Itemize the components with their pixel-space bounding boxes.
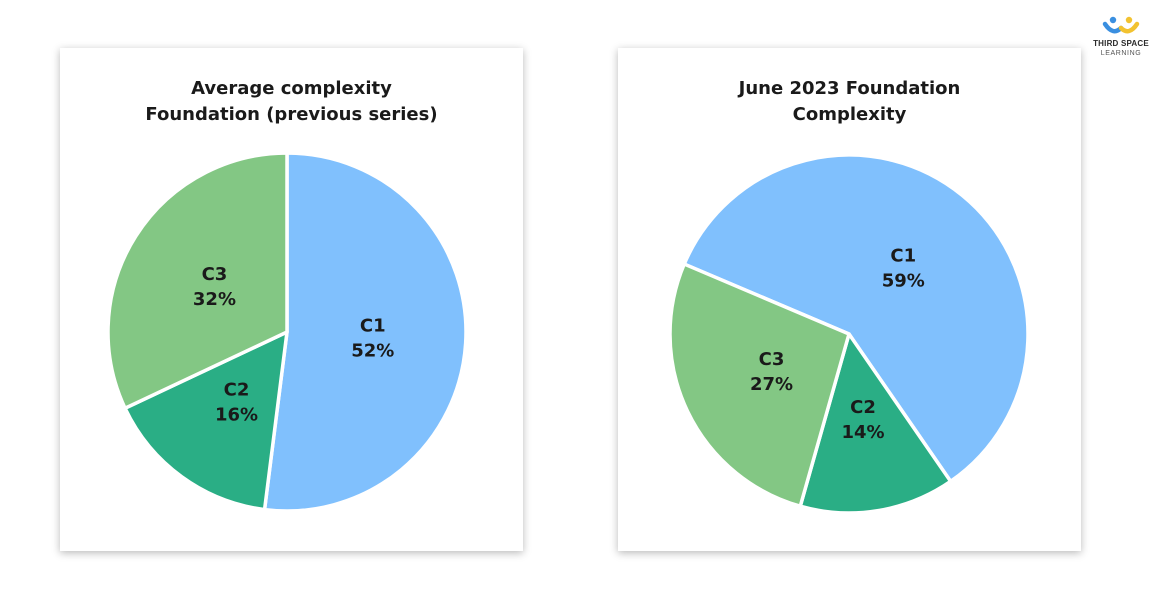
slice-name-label: C3 — [202, 264, 228, 285]
logo-text-line-2: LEARNING — [1100, 50, 1142, 57]
chart-title-line-1: June 2023 Foundation — [738, 78, 961, 99]
chart-title-line-1: Average complexity — [191, 78, 392, 99]
slice-name-label: C2 — [850, 397, 876, 418]
smiley-logo-icon — [1102, 16, 1140, 34]
slice-name-label: C2 — [224, 380, 250, 401]
pie-slice-c3 — [668, 262, 851, 508]
slice-name-label: C3 — [759, 349, 785, 370]
chart-title: June 2023 Foundation Complexity — [618, 76, 1081, 128]
pie-chart: C1 59% C2 14% C3 27% — [668, 153, 1030, 515]
pie-slice-c2 — [123, 330, 289, 512]
chart-title-line-2: Complexity — [792, 104, 907, 125]
slice-percent-label: 59% — [882, 270, 925, 291]
chart-card-left: Average complexity Foundation (previous … — [60, 48, 523, 551]
third-space-learning-logo: THIRD SPACE LEARNING — [1090, 14, 1152, 66]
slice-percent-label: 16% — [215, 405, 258, 426]
chart-card-right: June 2023 Foundation Complexity C1 59% C2 1… — [618, 48, 1081, 551]
pie-slice-c1 — [262, 151, 468, 513]
slice-percent-label: 14% — [841, 422, 884, 443]
chart-title: Average complexity Foundation (previous … — [60, 76, 523, 128]
chart-title-line-2: Foundation (previous series) — [145, 104, 438, 125]
pie-chart: C1 52% C2 16% C3 32% — [106, 151, 468, 513]
slice-name-label: C1 — [890, 245, 916, 266]
slice-percent-label: 27% — [750, 374, 793, 395]
slice-percent-label: 52% — [351, 340, 394, 361]
slice-percent-label: 32% — [193, 289, 236, 310]
slice-name-label: C1 — [360, 315, 386, 336]
pie-slice-c3 — [106, 151, 289, 410]
logo-text-line-1: THIRD SPACE — [1093, 39, 1149, 48]
pie-slice-c1 — [682, 153, 1030, 484]
